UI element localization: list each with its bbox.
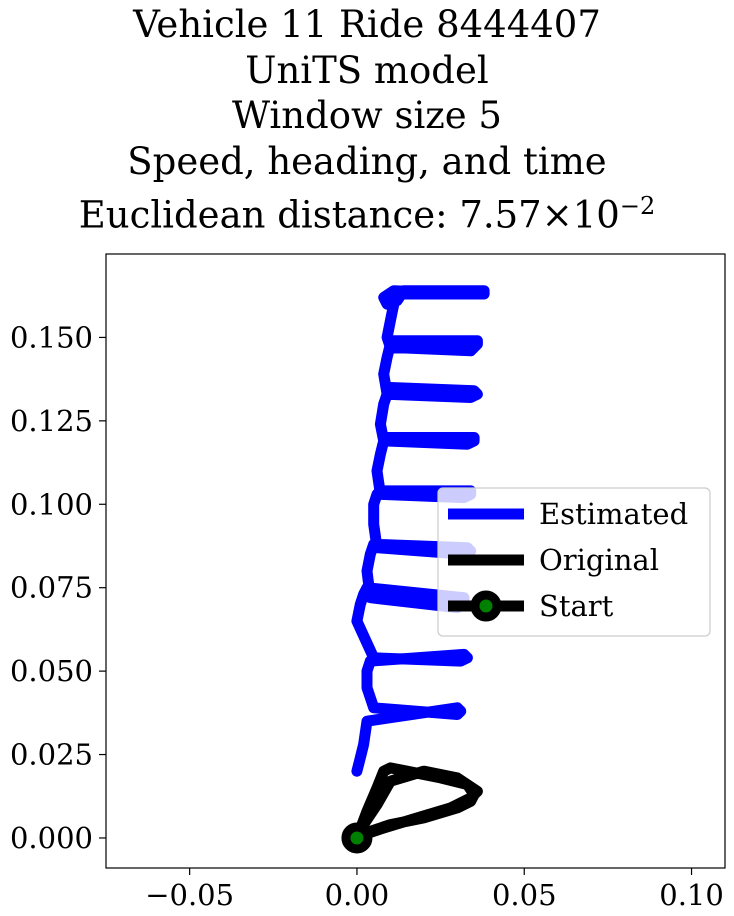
y-tick-label: 0.100 xyxy=(10,487,93,521)
y-tick-label: 0.150 xyxy=(10,320,93,354)
x-tick-label: 0.10 xyxy=(659,878,724,912)
x-tick-label: 0.05 xyxy=(492,878,557,912)
series-layer xyxy=(341,285,490,854)
x-tick-label: −0.05 xyxy=(145,878,234,912)
legend-marker-start xyxy=(470,590,502,622)
start-marker xyxy=(341,822,373,854)
legend-box xyxy=(437,487,711,637)
title-line-3: Window size 5 xyxy=(232,94,502,137)
y-tick-label: 0.050 xyxy=(10,654,93,688)
title-line-1: Vehicle 11 Ride 8444407 xyxy=(133,3,601,46)
legend-label-original: Original xyxy=(539,543,659,577)
y-tick-label: 0.000 xyxy=(10,821,93,855)
axes-layer: −0.05 0.00 0.05 0.10 0.000 0.025 0.050 0.075 0.1… xyxy=(10,320,724,912)
y-tick-label: 0.125 xyxy=(10,404,93,438)
title-power-base: 10 xyxy=(572,193,620,237)
title-line-5: Euclidean distance: 7.57×10−2 xyxy=(0,184,734,238)
chart-title: Vehicle 11 Ride 8444407 UniTS model Wind… xyxy=(0,2,734,238)
plot-frame xyxy=(105,253,726,869)
y-tick-label: 0.025 xyxy=(10,738,93,772)
series-line-estimated xyxy=(351,285,490,777)
title-power-exponent: −2 xyxy=(619,192,656,220)
legend-label-start: Start xyxy=(539,589,614,623)
title-line-2: UniTS model xyxy=(245,48,489,92)
legend-label-estimated: Estimated xyxy=(539,497,688,531)
legend: Estimated Original Start xyxy=(437,487,711,637)
y-tick-label: 0.075 xyxy=(10,571,93,605)
series-line-original xyxy=(351,762,483,844)
title-distance-value: Euclidean distance: 7.57 xyxy=(78,193,542,237)
title-times-sign: × xyxy=(541,193,573,237)
x-tick-label: 0.00 xyxy=(325,878,390,912)
title-line-4: Speed, heading, and time xyxy=(127,139,607,183)
